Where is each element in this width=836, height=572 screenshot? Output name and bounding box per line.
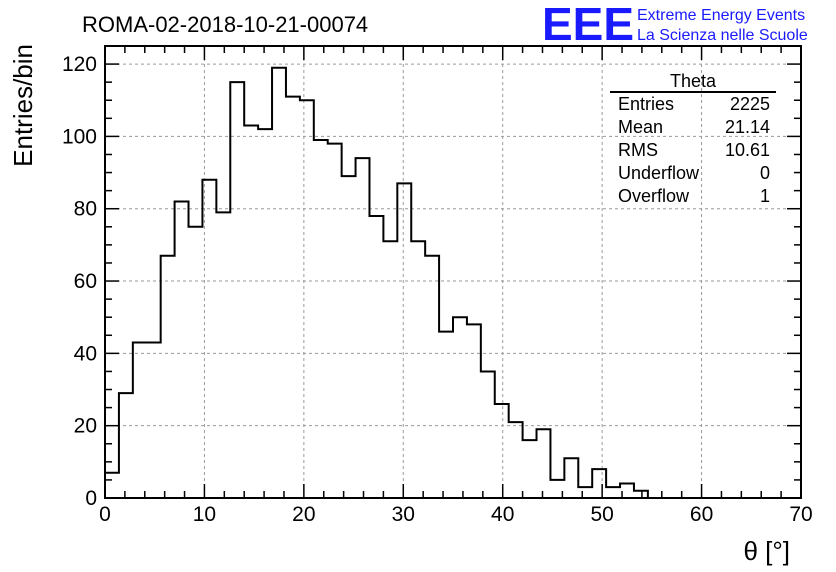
x-tick-label: 40 — [491, 503, 514, 526]
y-tick-label: 80 — [74, 198, 97, 221]
stats-value: 10.61 — [725, 140, 770, 160]
x-tick-label: 20 — [292, 503, 315, 526]
logo-line1: Extreme Energy Events — [637, 7, 805, 24]
stats-label: RMS — [618, 140, 658, 160]
x-tick-label: 10 — [193, 503, 216, 526]
stats-label: Overflow — [618, 186, 690, 206]
y-axis-title: Entries/bin — [8, 44, 38, 167]
y-tick-label: 40 — [74, 342, 97, 365]
stats-title: Theta — [670, 71, 717, 91]
x-tick-label: 70 — [789, 503, 812, 526]
stats-value: 2225 — [730, 94, 770, 114]
histogram-outline — [104, 66, 662, 499]
grid — [105, 46, 801, 498]
chart-title: ROMA-02-2018-10-21-00074 — [82, 12, 368, 37]
y-tick-label: 60 — [74, 270, 97, 293]
y-tick-label: 100 — [62, 125, 97, 148]
stats-value: 0 — [760, 163, 770, 183]
stats-label: Mean — [618, 117, 663, 137]
stats-value: 21.14 — [725, 117, 770, 137]
stats-label: Entries — [618, 94, 674, 114]
axis-ticks — [104, 45, 802, 499]
stats-box: Theta Entries 2225 Mean 21.14 RMS 10.61 Underf… — [610, 71, 776, 206]
logo-mark: EEE — [542, 0, 634, 50]
y-tick-label: 20 — [74, 415, 97, 438]
y-tick-label: 120 — [62, 53, 97, 76]
logo-line2: La Scienza nelle Scuole — [637, 27, 808, 44]
x-tick-label: 30 — [392, 503, 415, 526]
x-tick-label: 60 — [690, 503, 713, 526]
stats-value: 1 — [760, 186, 770, 206]
x-tick-label: 50 — [590, 503, 613, 526]
eee-logo: EEE Extreme Energy Events La Scienza nel… — [542, 0, 808, 50]
stats-label: Underflow — [618, 163, 700, 183]
plot-frame — [104, 45, 802, 499]
x-axis-title: θ [°] — [743, 536, 790, 566]
x-tick-label: 0 — [99, 503, 111, 526]
stats-rows: Entries 2225 Mean 21.14 RMS 10.61 Underflow 0 Ov… — [618, 94, 770, 206]
y-tick-label: 0 — [85, 487, 97, 510]
